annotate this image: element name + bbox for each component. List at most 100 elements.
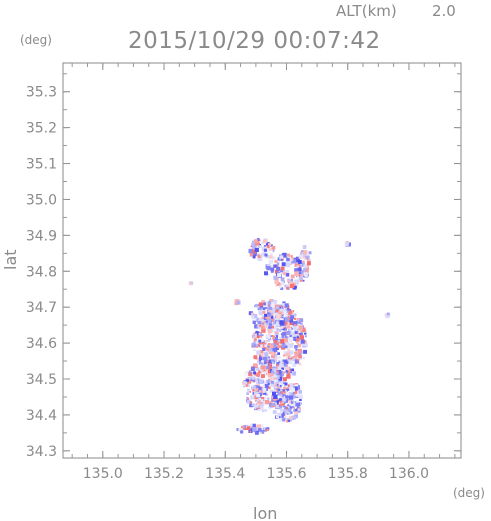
echo-pixel (298, 254, 303, 259)
echo-pixel (286, 257, 290, 262)
echo-pixel (289, 335, 292, 338)
echo-pixel (263, 383, 267, 386)
echo-pixel (289, 416, 293, 420)
echo-pixel (296, 400, 299, 403)
echo-pixel (282, 302, 286, 307)
echo-pixel (266, 322, 269, 326)
echo-pixel (276, 266, 281, 271)
echo-pixel (273, 334, 278, 338)
echo-pixel (254, 324, 259, 329)
echo-pixel (298, 276, 303, 280)
echo-pixel (258, 339, 262, 343)
echo-pixel (288, 278, 291, 282)
echo-pixel (272, 256, 276, 260)
echo-pixel (251, 342, 255, 346)
echo-pixel (295, 319, 298, 322)
echo-pixel (282, 354, 285, 357)
echo-pixel (300, 274, 304, 277)
echo-pixel (266, 403, 269, 406)
echo-pixel (259, 376, 264, 381)
echo-pixel (282, 405, 287, 410)
echo-pixel (282, 343, 285, 345)
echo-pixel (240, 430, 244, 434)
echo-pixel (252, 379, 256, 382)
echo-pixel (255, 330, 258, 334)
echo-pixel (248, 248, 253, 254)
echo-pixel (249, 391, 252, 393)
echo-pixel (256, 335, 260, 338)
echo-pixel (276, 314, 281, 319)
echo-pixel (270, 380, 274, 384)
echo-pixel (289, 343, 294, 348)
echo-pixel (279, 255, 284, 260)
echo-pixel (263, 248, 268, 252)
echo-pixel (260, 386, 264, 390)
echo-pixel (282, 381, 286, 385)
echo-pixel (252, 389, 255, 392)
echo-pixel (271, 370, 274, 374)
echo-pixel (249, 403, 253, 408)
echo-pixel (263, 239, 268, 244)
echo-pixel (259, 253, 262, 256)
echo-pixel (262, 348, 266, 351)
echo-pixel (266, 315, 271, 320)
echo-pixel (254, 247, 259, 253)
echo-pixel (277, 371, 282, 377)
echo-pixel (275, 389, 278, 392)
echo-pixel (251, 395, 254, 398)
echo-pixel (266, 427, 270, 431)
echo-pixel (261, 339, 264, 343)
echo-pixel (280, 345, 283, 348)
echo-pixel (289, 326, 292, 329)
echo-pixel (282, 418, 286, 422)
echo-pixel (259, 357, 263, 362)
echo-pixel (263, 361, 267, 365)
echo-pixel (294, 384, 298, 389)
echo-pixel (261, 370, 263, 373)
echo-pixel (293, 412, 297, 415)
echo-pixel (261, 299, 265, 304)
echo-pixel (248, 311, 253, 316)
echo-pixel (266, 428, 269, 432)
echo-pixel (304, 269, 309, 274)
echo-pixel (265, 254, 270, 259)
echo-pixel (259, 354, 261, 357)
echo-pixel (300, 332, 303, 336)
echo-pixel (246, 426, 251, 430)
echo-pixel (270, 335, 273, 337)
echo-pixel (259, 404, 263, 408)
echo-pixel (298, 362, 302, 366)
echo-pixel (291, 327, 293, 330)
echo-pixel (276, 330, 279, 332)
echo-pixel (262, 389, 266, 393)
echo-pixel (268, 374, 272, 378)
echo-pixel (276, 384, 279, 387)
echo-pixel (283, 386, 288, 392)
echo-pixel (255, 399, 258, 402)
echo-pixel (307, 259, 311, 263)
echo-pixel (258, 310, 262, 314)
echo-pixel (303, 340, 307, 344)
echo-pixel (264, 305, 269, 309)
x-tick-label: 136.0 (389, 466, 429, 482)
echo-pixel (265, 373, 267, 375)
echo-pixel (288, 261, 292, 264)
echo-pixel (252, 386, 255, 389)
echo-pixel (278, 367, 283, 373)
echo-pixel (279, 363, 284, 368)
echo-pixel (291, 368, 295, 372)
echo-pixel (273, 321, 277, 325)
x-tick-label: 135.4 (205, 466, 245, 482)
echo-pixel (386, 312, 390, 316)
echo-pixel (268, 332, 271, 336)
echo-pixel (275, 309, 279, 312)
echo-pixel (302, 262, 305, 264)
echo-pixel (297, 263, 302, 268)
echo-pixel (303, 257, 306, 261)
echo-pixel (257, 244, 261, 248)
echo-pixel (307, 258, 310, 261)
echo-pixel (296, 256, 301, 261)
echo-pixel (284, 417, 287, 420)
echo-pixel (295, 275, 298, 278)
echo-pixel (305, 255, 310, 260)
